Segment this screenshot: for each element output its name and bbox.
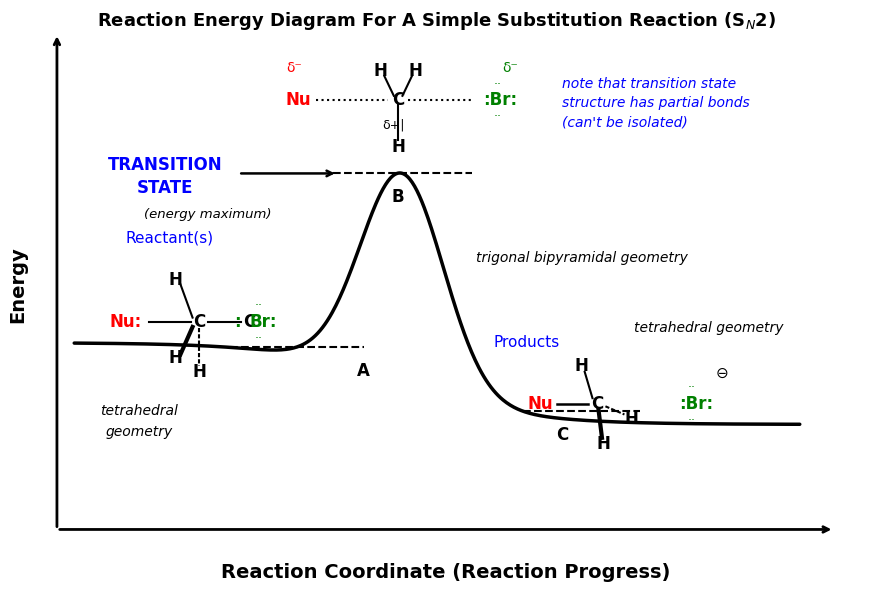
Text: C: C [392, 92, 405, 110]
Text: B: B [392, 188, 405, 206]
Text: trigonal bipyramidal geometry: trigonal bipyramidal geometry [475, 251, 688, 265]
Text: C: C [193, 313, 205, 332]
Text: H: H [374, 62, 388, 81]
Text: STATE: STATE [136, 179, 193, 197]
Text: TRANSITION: TRANSITION [108, 156, 222, 173]
Text: Reactant(s): Reactant(s) [125, 230, 213, 245]
Text: H: H [597, 435, 611, 453]
Text: Nu: Nu [528, 395, 553, 413]
Text: Reaction Energy Diagram For A Simple Substitution Reaction (S$_N$2): Reaction Energy Diagram For A Simple Sub… [97, 10, 777, 32]
Text: H: H [169, 271, 182, 289]
Text: ··: ·· [254, 332, 262, 345]
Text: ··: ·· [688, 381, 696, 394]
Text: A: A [357, 362, 370, 380]
Text: Nu: Nu [286, 92, 312, 110]
Text: Products: Products [493, 335, 559, 350]
Text: H: H [169, 349, 182, 368]
Text: ··: ·· [494, 110, 502, 123]
Text: H: H [574, 357, 588, 375]
Text: H: H [624, 410, 638, 427]
Text: note that transition state
structure has partial bonds
(can't be isolated): note that transition state structure has… [562, 77, 750, 130]
Text: δ⁻: δ⁻ [503, 62, 518, 75]
Text: Energy: Energy [9, 246, 28, 323]
Text: :: : [234, 313, 241, 332]
Text: ··: ·· [254, 300, 262, 313]
Text: ··: ·· [494, 78, 502, 91]
Text: Br:: Br: [250, 313, 277, 332]
Text: δ+|: δ+| [383, 118, 405, 131]
Text: ··: ·· [688, 414, 696, 427]
Text: H: H [392, 138, 405, 156]
Text: tetrahedral geometry: tetrahedral geometry [635, 321, 784, 335]
Text: Nu:: Nu: [110, 313, 142, 332]
Text: tetrahedral
geometry: tetrahedral geometry [100, 404, 178, 439]
Text: ⊖: ⊖ [716, 366, 728, 381]
Text: H: H [408, 62, 422, 81]
Text: (energy maximum): (energy maximum) [144, 208, 272, 221]
Text: :Br:: :Br: [482, 92, 517, 110]
Text: :Br:: :Br: [679, 395, 713, 413]
Text: Reaction Coordinate (Reaction Progress): Reaction Coordinate (Reaction Progress) [221, 563, 670, 582]
Text: H: H [192, 363, 206, 381]
Text: C: C [244, 313, 256, 332]
Text: δ⁻: δ⁻ [287, 62, 302, 75]
Text: C: C [591, 395, 603, 413]
Text: C: C [556, 426, 568, 444]
